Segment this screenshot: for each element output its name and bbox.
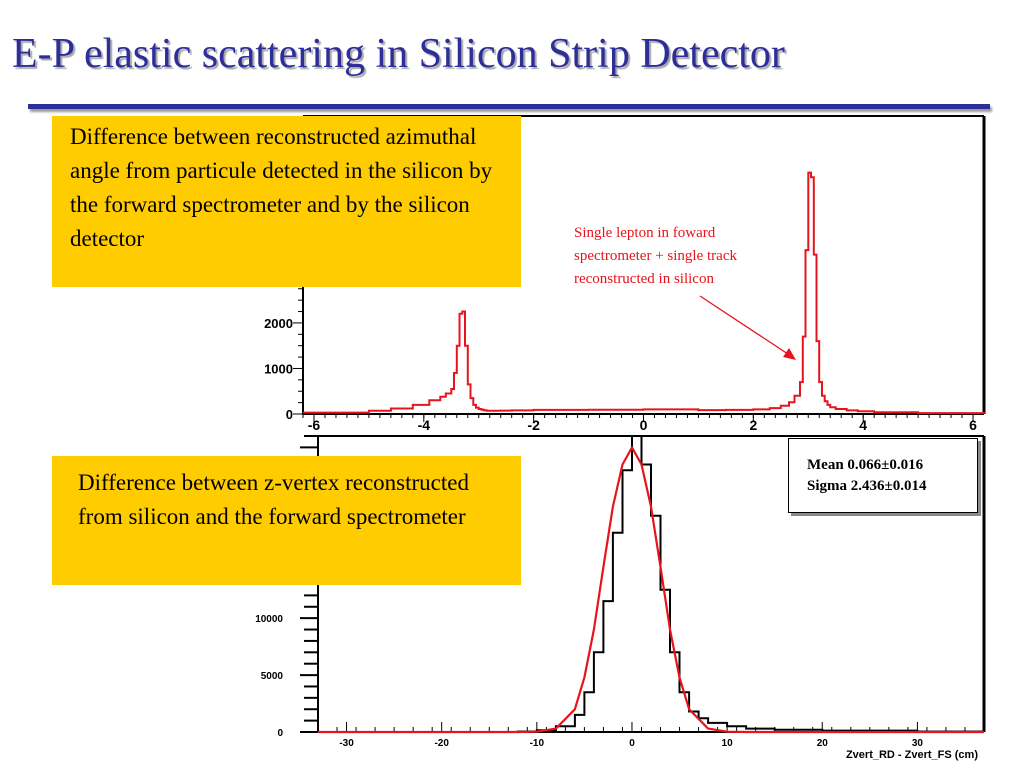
annotation-line: reconstructed in silicon: [574, 271, 714, 287]
bottom-y-tick-label: 5000: [261, 671, 284, 682]
bottom-x-tick-label: -10: [530, 738, 545, 749]
top-y-tick-label: 1000: [264, 361, 293, 376]
gaussian-fit-curve: [318, 446, 984, 734]
annotation-text: Single lepton in foward spectrometer + s…: [574, 222, 737, 291]
annotation-line: Single lepton in foward: [574, 225, 716, 241]
bottom-y-tick-label: 0: [277, 728, 283, 739]
top-x-tick-label: 4: [859, 417, 867, 433]
annotation-arrowhead: [783, 348, 796, 360]
top-x-tick-label: 2: [749, 417, 757, 433]
annotation-line: spectrometer + single track: [574, 248, 737, 264]
bottom-x-tick-label: 0: [629, 738, 635, 749]
callout-z-vertex-difference: Difference between z-vertex reconstructe…: [52, 456, 521, 585]
bottom-x-tick-label: 30: [912, 738, 924, 749]
top-x-tick-label: -6: [308, 417, 321, 433]
top-x-tick-label: -2: [527, 417, 540, 433]
top-x-tick-label: -4: [418, 417, 431, 433]
slide-title: E-P elastic scattering in Silicon Strip …: [12, 31, 785, 77]
callout-azimuthal-difference: Difference between reconstructed azimuth…: [52, 116, 521, 287]
bottom-x-tick-label: -30: [339, 738, 354, 749]
bottom-x-tick-label: -20: [434, 738, 449, 749]
top-y-tick-label: 2000: [264, 316, 293, 331]
bottom-y-tick-label: 10000: [255, 614, 283, 625]
fit-mean: Mean 0.066±0.016: [807, 457, 924, 473]
title-divider: [28, 104, 990, 109]
bottom-x-tick-label: 10: [722, 738, 734, 749]
top-x-tick-label: 6: [969, 417, 977, 433]
z-vertex-histogram: [318, 435, 985, 733]
top-x-tick-label: 0: [640, 417, 648, 433]
bottom-x-tick-label: 20: [817, 738, 829, 749]
top-y-tick-label: 0: [286, 407, 293, 422]
bottom-x-axis-label: Zvert_RD - Zvert_FS (cm): [846, 749, 978, 761]
annotation-arrow: [699, 295, 792, 357]
phi-difference-histogram: [303, 171, 985, 415]
fit-stats-box: Mean 0.066±0.016 Sigma 2.436±0.014: [788, 438, 978, 513]
fit-sigma: Sigma 2.436±0.014: [807, 478, 927, 494]
